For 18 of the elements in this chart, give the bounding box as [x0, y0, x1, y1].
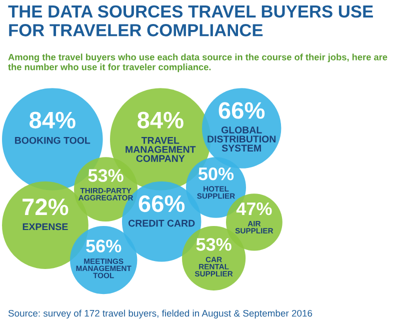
source-note: Source: survey of 172 travel buyers, fielded in August & September 2016 [8, 310, 312, 318]
data-label: 50% [198, 167, 234, 180]
data-label: 66% [138, 195, 185, 212]
category-label: BOOKING TOOL [15, 136, 90, 144]
data-label: 56% [86, 240, 122, 252]
data-label: 66% [218, 102, 265, 119]
category-label: EXPENSE [22, 223, 68, 230]
category-label: CREDIT CARD [128, 220, 195, 227]
category-label: TRAVEL MANAGEMENT COMPANY [126, 137, 196, 162]
data-label: 53% [88, 169, 124, 182]
data-label: 53% [196, 238, 232, 251]
data-label: 84% [30, 112, 76, 128]
data-label: 72% [22, 198, 68, 216]
text: Among the travel buyers who use each data source in the course of their jobs, here are the number who use it for traveler compliance. [8, 54, 388, 72]
data-label: 84% [138, 112, 184, 128]
data-label: 47% [236, 202, 272, 216]
category-label: GLOBAL DISTRIBUTION SYSTEM [208, 126, 276, 152]
text: THE DATA SOURCES TRAVEL BUYERS USE FOR TRAVELER COMPLIANCE [8, 5, 373, 36]
